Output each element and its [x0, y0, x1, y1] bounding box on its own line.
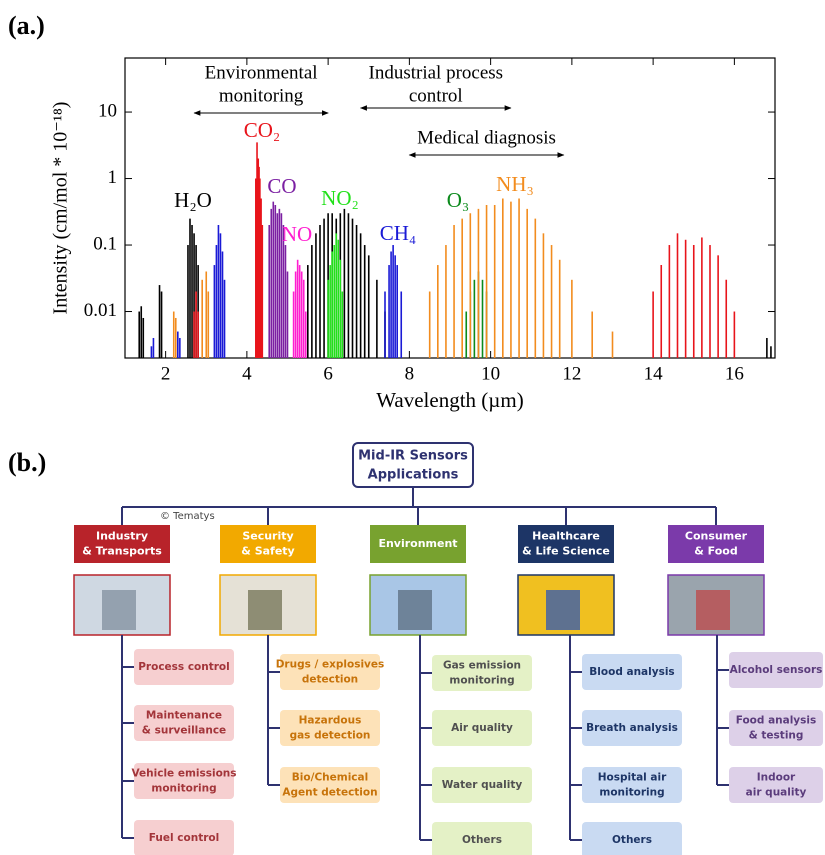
- item-box: [582, 654, 682, 690]
- annotation-text: Industrial process: [369, 62, 504, 83]
- panel-label: (b.): [8, 448, 46, 477]
- category-label: & Safety: [241, 545, 294, 558]
- x-tick-label: 14: [644, 363, 664, 384]
- x-tick-label: 12: [562, 363, 581, 384]
- molecule-label: NO: [282, 222, 312, 246]
- molecule-label: CO₂: [244, 118, 281, 142]
- item-label: Air quality: [451, 722, 513, 734]
- molecule-label: H₂O: [174, 188, 212, 212]
- item-label: Vehicle emissions: [131, 768, 236, 780]
- item-label: Others: [462, 834, 502, 846]
- item-box: [432, 655, 532, 691]
- item-label: Indoor: [757, 772, 796, 784]
- annotation-text: Environmental: [205, 62, 318, 83]
- item-label: Agent detection: [282, 787, 377, 799]
- item-label: monitoring: [449, 675, 514, 687]
- item-label: Gas emission: [443, 660, 521, 672]
- item-label: Food analysis: [736, 715, 817, 727]
- item-label: Process control: [138, 661, 230, 673]
- item-box: [134, 763, 234, 799]
- x-tick-label: 8: [405, 363, 415, 384]
- panel-label: (a.): [8, 11, 45, 40]
- item-box: [582, 767, 682, 803]
- item-label: Water quality: [442, 779, 523, 791]
- item-label: Fuel control: [149, 832, 219, 844]
- photo-detail: [398, 590, 432, 630]
- credit: © Tematys: [160, 511, 215, 522]
- item-box: [432, 767, 532, 803]
- item-box: [729, 767, 823, 803]
- photo-detail: [546, 590, 580, 630]
- item-box: [280, 654, 380, 690]
- item-label: Blood analysis: [589, 666, 674, 678]
- item-box: [432, 822, 532, 855]
- item-box: [134, 820, 234, 855]
- item-box: [432, 710, 532, 746]
- item-box: [280, 710, 380, 746]
- x-tick-label: 4: [242, 363, 252, 384]
- x-axis-label: Wavelength (µm): [376, 388, 523, 412]
- molecule-label: O₃: [447, 188, 470, 212]
- category-label: Security: [242, 530, 293, 543]
- root-label: Applications: [368, 468, 459, 483]
- annotation-text: control: [409, 85, 463, 106]
- category-label: Environment: [378, 537, 457, 550]
- x-tick-label: 10: [481, 363, 500, 384]
- category-label: & Food: [694, 545, 737, 558]
- item-box: [582, 822, 682, 855]
- x-tick-label: 2: [161, 363, 171, 384]
- item-label: monitoring: [599, 787, 664, 799]
- item-box: [280, 767, 380, 803]
- item-box: [134, 705, 234, 741]
- category-box: [74, 525, 170, 563]
- y-tick-label: 1: [108, 167, 118, 188]
- item-label: Others: [612, 834, 652, 846]
- molecule-label: NO₂: [321, 186, 359, 210]
- item-box: [134, 649, 234, 685]
- y-tick-label: 0.1: [93, 233, 117, 254]
- item-box: [582, 710, 682, 746]
- item-label: Maintenance: [146, 710, 222, 722]
- item-label: detection: [302, 674, 358, 686]
- plot-frame: [124, 57, 776, 359]
- item-label: gas detection: [290, 730, 371, 742]
- category-label: & Transports: [82, 545, 162, 558]
- item-label: Hazardous: [299, 715, 362, 727]
- y-axis-label: Intensity (cm/mol * 10⁻¹⁸): [50, 102, 72, 315]
- item-label: & surveillance: [142, 725, 226, 737]
- annotation-text: monitoring: [219, 85, 304, 106]
- category-label: & Life Science: [522, 545, 610, 558]
- item-label: Drugs / explosives: [276, 659, 385, 671]
- category-label: Industry: [96, 530, 148, 543]
- category-label: Healthcare: [532, 530, 600, 543]
- category-box: [518, 525, 614, 563]
- molecule-label: NH₃: [496, 172, 534, 196]
- molecule-label: CO: [267, 174, 296, 198]
- root-label: Mid-IR Sensors: [358, 449, 468, 464]
- item-label: monitoring: [151, 783, 216, 795]
- category-box: [370, 525, 466, 563]
- item-box: [729, 652, 823, 688]
- item-box: [729, 710, 823, 746]
- molecule-label: CH₄: [380, 221, 417, 245]
- item-label: Alcohol sensors: [730, 664, 823, 676]
- item-label: & testing: [749, 730, 804, 742]
- item-label: air quality: [746, 787, 807, 799]
- annotation-text: Medical diagnosis: [417, 127, 556, 148]
- category-box: [668, 525, 764, 563]
- category-label: Consumer: [685, 530, 748, 543]
- item-label: Breath analysis: [586, 722, 678, 734]
- item-label: Hospital air: [598, 772, 667, 784]
- photo-detail: [102, 590, 136, 630]
- item-label: Bio/Chemical: [292, 772, 368, 784]
- y-tick-label: 10: [98, 100, 117, 121]
- category-box: [220, 525, 316, 563]
- x-tick-label: 6: [323, 363, 333, 384]
- x-tick-label: 16: [725, 363, 744, 384]
- y-tick-label: 0.01: [84, 300, 117, 321]
- photo-detail: [248, 590, 282, 630]
- photo-detail: [696, 590, 730, 630]
